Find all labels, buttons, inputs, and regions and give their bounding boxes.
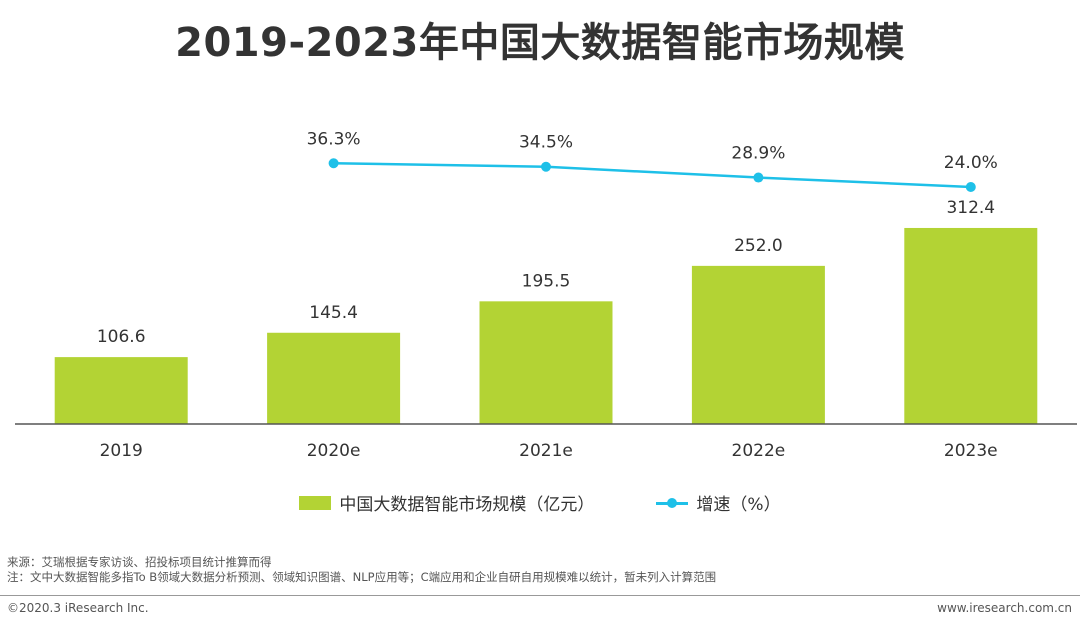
notes: 来源：艾瑞根据专家访谈、招投标项目统计推算而得 注：文中大数据智能多指To B领… <box>7 555 716 585</box>
growth-point <box>328 158 339 169</box>
chart-legend: 中国大数据智能市场规模（亿元） 增速（%） <box>0 490 1080 515</box>
bar-value-label: 312.4 <box>946 198 995 218</box>
growth-value-label: 36.3% <box>307 129 361 149</box>
bar-value-label: 252.0 <box>734 236 783 256</box>
bar-2020e <box>267 332 401 424</box>
bar-2021e <box>479 301 613 424</box>
growth-value-label: 28.9% <box>731 144 785 164</box>
legend-item-market-size: 中国大数据智能市场规模（亿元） <box>299 490 594 515</box>
bar-value-label: 145.4 <box>309 303 358 323</box>
x-tick-label: 2019 <box>100 441 143 461</box>
website: www.iresearch.com.cn <box>937 601 1072 615</box>
bar-value-label: 106.6 <box>97 327 146 347</box>
chart-canvas: 106.6 2019 145.4 2020e 195.5 2021e 252.0 2022e 3… <box>15 129 1077 461</box>
source-note: 来源：艾瑞根据专家访谈、招投标项目统计推算而得 <box>7 555 272 569</box>
growth-value-label: 24.0% <box>944 153 998 173</box>
growth-line <box>333 162 971 189</box>
growth-value-label: 34.5% <box>519 133 573 153</box>
bar-2019 <box>54 357 188 424</box>
legend-label-growth: 增速（%） <box>696 495 781 515</box>
chart-title: 2019-2023年中国大数据智能市场规模 <box>175 20 905 66</box>
scope-note: 注：文中大数据智能多指To B领域大数据分析预测、领域知识图谱、NLP应用等；C… <box>7 570 717 584</box>
x-tick-label: 2021e <box>519 441 573 461</box>
legend-line-swatch <box>656 496 689 510</box>
bar-2022e <box>691 265 825 424</box>
copyright: ©2020.3 iResearch Inc. <box>7 601 149 615</box>
growth-point <box>541 161 551 172</box>
bar-2023e <box>904 227 1038 424</box>
x-tick-label: 2022e <box>732 441 786 461</box>
growth-point <box>965 182 976 192</box>
footer-divider <box>0 595 1080 596</box>
legend-label-market-size: 中国大数据智能市场规模（亿元） <box>339 495 595 515</box>
x-tick-label: 2023e <box>944 441 998 461</box>
growth-point <box>753 172 764 183</box>
legend-bar-swatch <box>299 495 332 510</box>
x-tick-label: 2020e <box>307 441 361 461</box>
bar-value-label: 195.5 <box>522 271 571 291</box>
legend-item-growth: 增速（%） <box>656 490 781 515</box>
